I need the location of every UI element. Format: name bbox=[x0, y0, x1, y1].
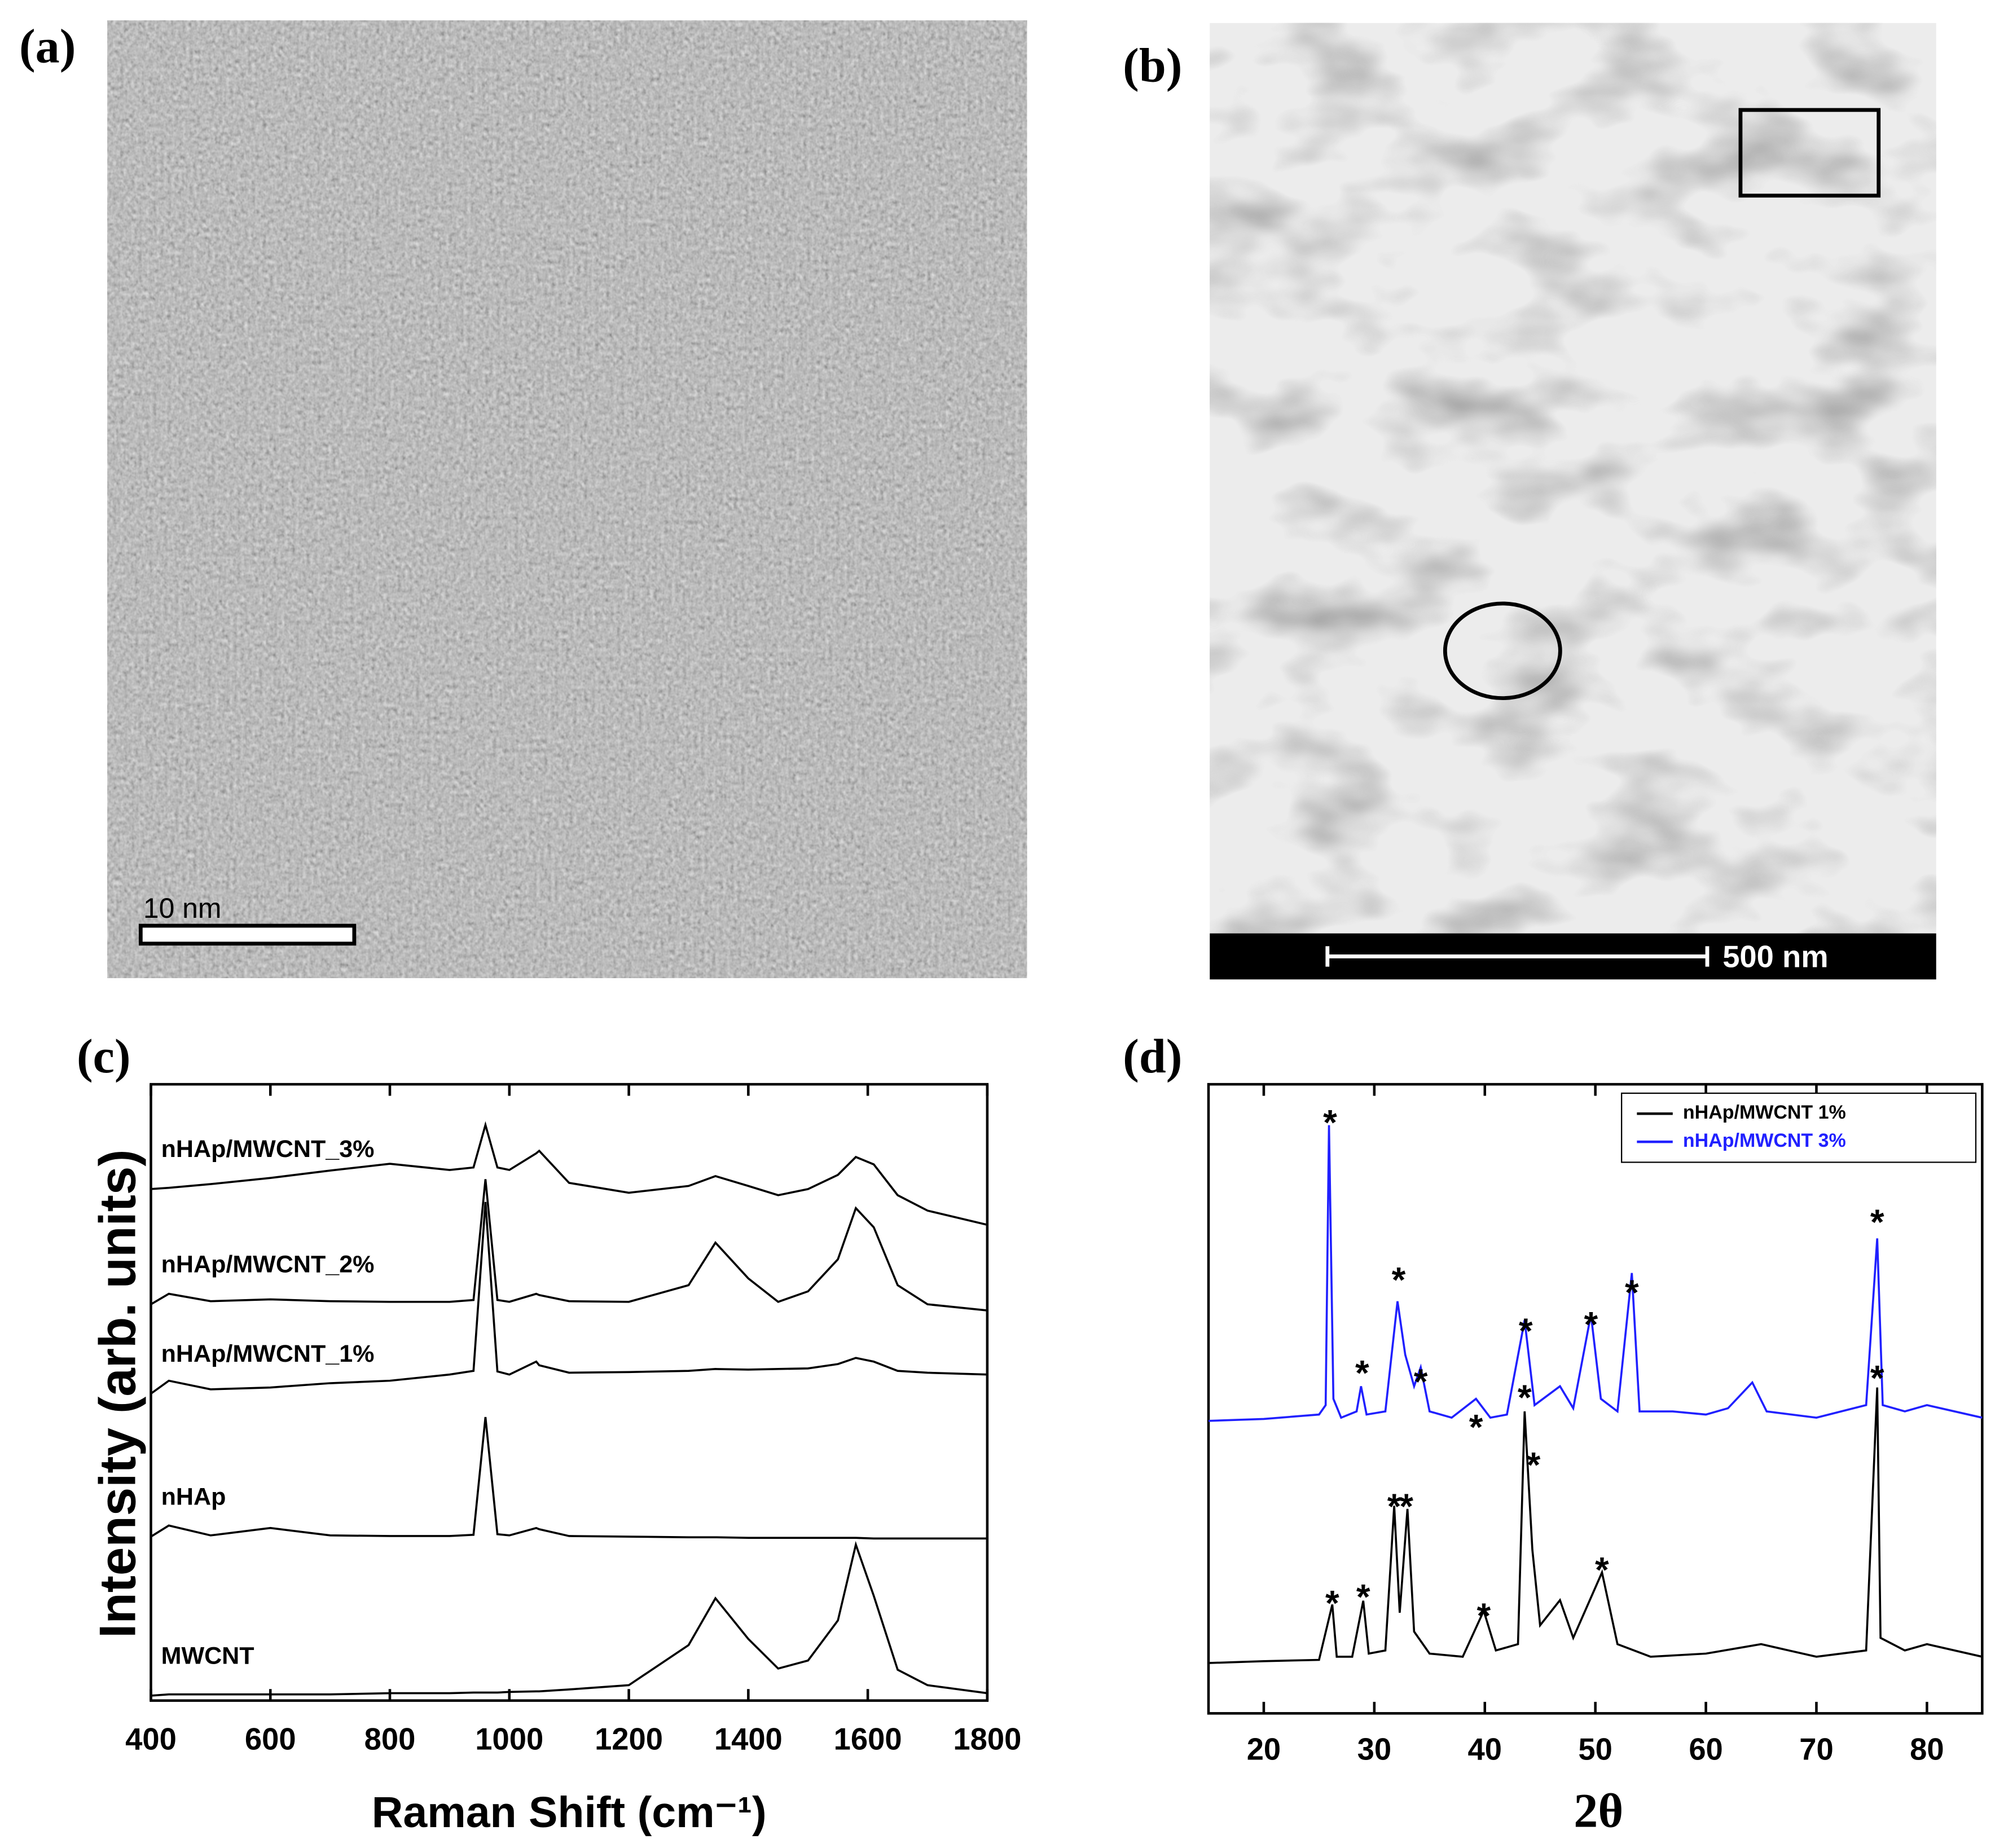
series-line bbox=[151, 1121, 988, 1226]
peak-marker: * bbox=[1399, 1487, 1413, 1526]
highlight-ellipse bbox=[1443, 601, 1562, 700]
x-tick-label: 40 bbox=[1468, 1732, 1502, 1767]
peak-marker: * bbox=[1625, 1273, 1639, 1313]
x-tick-label: 20 bbox=[1247, 1732, 1281, 1767]
tem-texture bbox=[107, 20, 1027, 978]
series-line bbox=[1208, 1387, 1983, 1664]
x-tick-label: 1600 bbox=[834, 1722, 902, 1757]
panel-label: (d) bbox=[1123, 1029, 1182, 1083]
x-tick-label: 1400 bbox=[714, 1722, 783, 1757]
x-tick-label: 1800 bbox=[953, 1722, 1021, 1757]
peak-marker: * bbox=[1519, 1312, 1533, 1351]
x-tick-label: 60 bbox=[1689, 1732, 1722, 1767]
scale-bar-label: 10 nm bbox=[143, 892, 222, 924]
x-tick-label: 1000 bbox=[475, 1722, 543, 1757]
peak-marker: * bbox=[1414, 1362, 1428, 1402]
series-label: nHAp bbox=[161, 1483, 226, 1510]
scale-bar-label: 500 nm bbox=[1722, 939, 1828, 974]
peak-marker: * bbox=[1870, 1203, 1884, 1242]
x-tick-label: 800 bbox=[364, 1722, 416, 1757]
x-tick-label: 600 bbox=[245, 1722, 296, 1757]
series-label: MWCNT bbox=[161, 1642, 254, 1669]
x-tick-label: 50 bbox=[1578, 1732, 1612, 1767]
x-tick-label: 1200 bbox=[595, 1722, 663, 1757]
peak-marker: * bbox=[1469, 1407, 1483, 1447]
x-tick-label: 30 bbox=[1357, 1732, 1391, 1767]
scale-bar bbox=[138, 923, 357, 946]
peak-marker: * bbox=[1477, 1596, 1491, 1636]
series-label: nHAp/MWCNT_2% bbox=[161, 1251, 375, 1278]
peak-marker: * bbox=[1392, 1260, 1406, 1300]
x-axis-title: Raman Shift (cm⁻¹) bbox=[372, 1788, 767, 1837]
series-line bbox=[1208, 1125, 1983, 1422]
highlight-box bbox=[1738, 108, 1881, 198]
legend-label: nHAp/MWCNT 1% bbox=[1683, 1102, 1846, 1123]
peak-marker: * bbox=[1355, 1354, 1369, 1393]
panel-label: (b) bbox=[1123, 38, 1182, 92]
series-line bbox=[150, 1179, 988, 1312]
x-tick-label: 400 bbox=[125, 1722, 177, 1757]
peak-marker: * bbox=[1595, 1551, 1609, 1590]
series-line bbox=[150, 1202, 987, 1395]
panel-label: (c) bbox=[77, 1029, 131, 1083]
peak-marker: * bbox=[1518, 1378, 1532, 1418]
x-tick-label: 80 bbox=[1910, 1732, 1944, 1767]
peak-marker: * bbox=[1387, 1487, 1401, 1526]
peak-marker: * bbox=[1325, 1584, 1339, 1623]
peak-marker: * bbox=[1527, 1445, 1541, 1485]
series-label: nHAp/MWCNT_3% bbox=[161, 1136, 375, 1163]
legend-box bbox=[1620, 1092, 1977, 1163]
x-axis-title: 2θ bbox=[1574, 1783, 1623, 1837]
tem-texture bbox=[1210, 23, 1936, 934]
peak-marker: * bbox=[1584, 1305, 1598, 1345]
series-label: nHAp/MWCNT_1% bbox=[161, 1340, 375, 1367]
y-axis-title: Intensity (arb. units) bbox=[89, 1149, 146, 1638]
legend-label: nHAp/MWCNT 3% bbox=[1683, 1130, 1846, 1151]
x-tick-label: 70 bbox=[1799, 1732, 1833, 1767]
series-line bbox=[150, 1416, 987, 1540]
panel-label: (a) bbox=[19, 19, 76, 73]
scale-bar bbox=[1325, 946, 1710, 967]
series-line bbox=[151, 1541, 988, 1697]
peak-marker: * bbox=[1323, 1103, 1337, 1143]
peak-marker: * bbox=[1870, 1358, 1884, 1398]
peak-marker: * bbox=[1356, 1578, 1370, 1617]
